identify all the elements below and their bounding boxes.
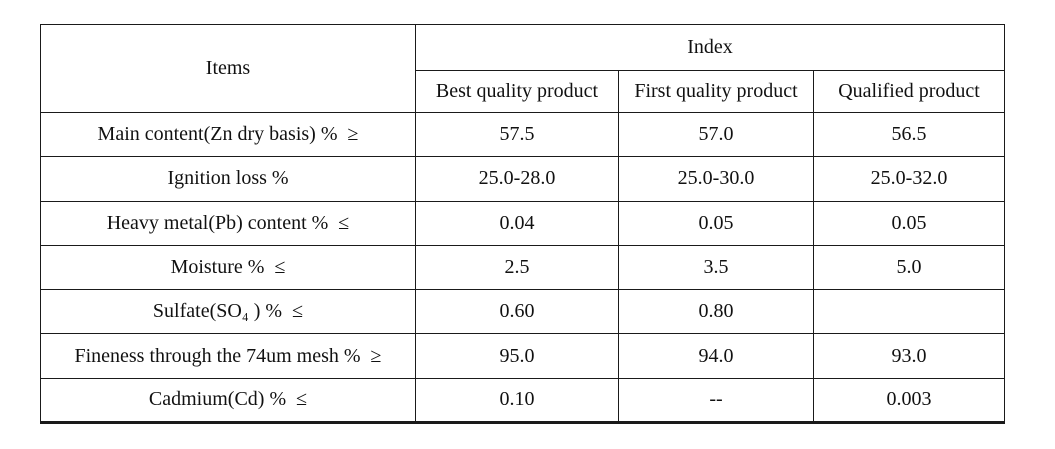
- product-header-first: First quality product: [618, 70, 814, 113]
- header-row-index: Items Index: [40, 24, 1006, 113]
- value-cell: 3.5: [618, 244, 814, 291]
- value-cell: 94.0: [618, 333, 814, 379]
- item-cell: Main content(Zn dry basis) % ≥: [40, 111, 416, 158]
- index-header-cell: Index: [414, 24, 1006, 71]
- value-cell: 25.0-32.0: [812, 156, 1006, 202]
- value-cell: 57.0: [618, 111, 814, 158]
- value-cell: 0.05: [812, 200, 1006, 246]
- table-row: Ignition loss % 25.0-28.0 25.0-30.0 25.0…: [40, 156, 1006, 202]
- value-cell: 0.80: [618, 289, 814, 335]
- value-cell: 25.0-28.0: [415, 156, 619, 202]
- product-header-qualified: Qualified product: [812, 70, 1006, 113]
- table-row: Sulfate(SO₄ ) % ≤ 0.60 0.80: [40, 289, 1006, 335]
- table-body: Main content(Zn dry basis) % ≥ 57.5 57.0…: [40, 111, 1006, 424]
- value-cell: 25.0-30.0: [618, 156, 814, 202]
- value-cell: 93.0: [812, 333, 1006, 379]
- item-cell: Cadmium(Cd) % ≤: [40, 377, 416, 424]
- item-cell: Heavy metal(Pb) content % ≤: [40, 200, 416, 246]
- value-cell: 95.0: [415, 333, 619, 379]
- item-cell: Fineness through the 74um mesh % ≥: [40, 333, 416, 379]
- value-cell: 2.5: [415, 244, 619, 291]
- value-cell: [812, 289, 1006, 335]
- value-cell: --: [618, 377, 814, 424]
- table-row: Fineness through the 74um mesh % ≥ 95.0 …: [40, 333, 1006, 379]
- item-cell: Moisture % ≤: [40, 244, 416, 291]
- value-cell: 0.10: [415, 377, 619, 424]
- product-header-best: Best quality product: [415, 70, 619, 113]
- table-header: Items Index Best quality product First q…: [40, 24, 1006, 113]
- spec-table: Items Index Best quality product First q…: [40, 24, 1006, 424]
- header-row-products: Best quality product First quality produ…: [41, 70, 1006, 113]
- value-cell: 57.5: [415, 111, 619, 158]
- table-row: Heavy metal(Pb) content % ≤ 0.04 0.05 0.…: [40, 200, 1006, 246]
- table-row: Cadmium(Cd) % ≤ 0.10 -- 0.003: [40, 377, 1006, 424]
- table-row: Moisture % ≤ 2.5 3.5 5.0: [40, 244, 1006, 291]
- value-cell: 0.04: [415, 200, 619, 246]
- item-cell: Ignition loss %: [40, 156, 416, 202]
- value-cell: 0.60: [415, 289, 619, 335]
- value-cell: 5.0: [812, 244, 1006, 291]
- value-cell: 0.05: [618, 200, 814, 246]
- value-cell: 56.5: [812, 111, 1006, 158]
- value-cell: 0.003: [812, 377, 1006, 424]
- table-row: Main content(Zn dry basis) % ≥ 57.5 57.0…: [40, 111, 1006, 158]
- items-header-cell: Items: [40, 24, 416, 113]
- item-cell: Sulfate(SO₄ ) % ≤: [40, 289, 416, 335]
